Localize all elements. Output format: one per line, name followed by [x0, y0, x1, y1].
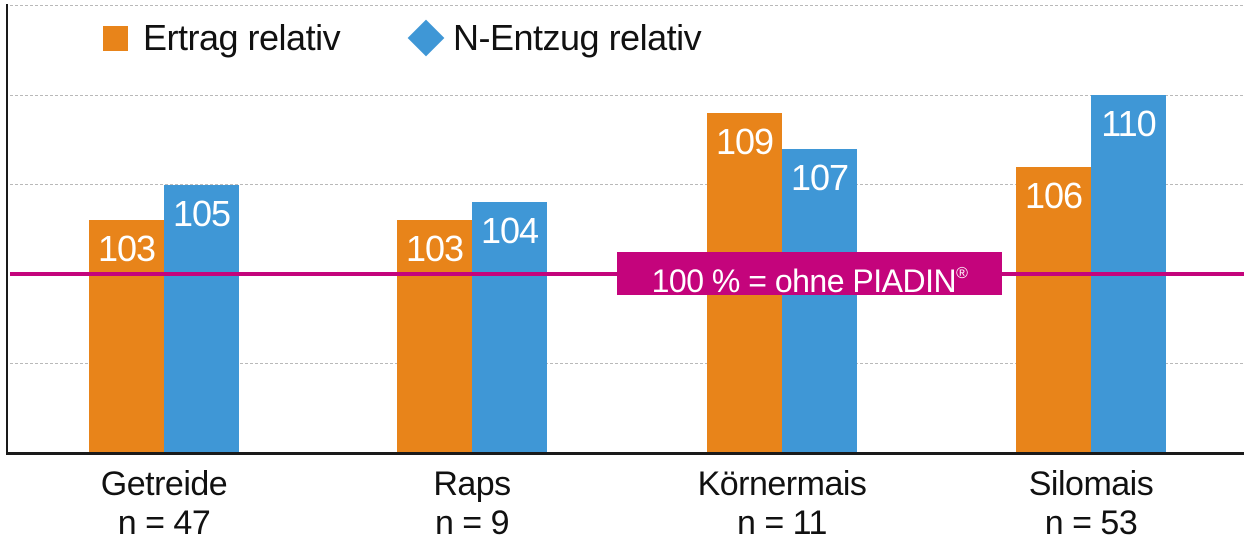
registered-mark: ® — [956, 265, 968, 282]
y-axis — [6, 4, 8, 455]
reference-label-box: 100 % = ohne PIADIN® — [617, 252, 1002, 299]
category-sample-size: n = 11 — [737, 504, 827, 542]
blue-diamond-icon — [407, 19, 445, 57]
x-axis — [6, 452, 1244, 455]
bar-value-label: 106 — [1024, 174, 1083, 216]
bar-value-label: 103 — [405, 228, 464, 270]
gridline-95 — [10, 363, 1243, 364]
bar-ertrag-silomais — [1016, 166, 1091, 453]
legend-item-n-entzug: N-Entzug relativ — [407, 17, 702, 58]
gridline-110 — [10, 95, 1243, 96]
category-name: Getreide — [100, 465, 228, 503]
bar-value-label: 104 — [480, 210, 539, 252]
bar-n-entzug-körnermais — [782, 148, 857, 453]
bar-n-entzug-raps — [472, 202, 547, 453]
bar-n-entzug-getreide — [164, 184, 239, 453]
bar-value-label: 110 — [1101, 103, 1156, 144]
category-name: Raps — [433, 465, 511, 503]
legend-label: N-Entzug relativ — [453, 17, 702, 58]
bar-value-label: 103 — [97, 228, 156, 270]
category-name: Silomais — [1028, 465, 1154, 503]
bar-value-label: 107 — [790, 156, 849, 198]
reference-label: 100 % = ohne PIADIN — [651, 263, 957, 299]
bar-value-label: 109 — [715, 120, 774, 162]
category-sample-size: n = 53 — [1044, 504, 1138, 542]
bar-ertrag-getreide — [89, 220, 164, 453]
legend-item-ertrag: Ertrag relativ — [103, 17, 341, 58]
bar-ertrag-raps — [397, 220, 472, 453]
category-sample-size: n = 9 — [434, 504, 510, 542]
legend-label: Ertrag relativ — [143, 17, 341, 58]
category-name: Körnermais — [697, 465, 867, 503]
gridline-105 — [10, 184, 1243, 185]
gridline-115 — [10, 5, 1243, 6]
bar-value-label: 105 — [172, 192, 231, 234]
orange-square-icon — [103, 25, 128, 51]
category-sample-size: n = 47 — [117, 504, 211, 542]
